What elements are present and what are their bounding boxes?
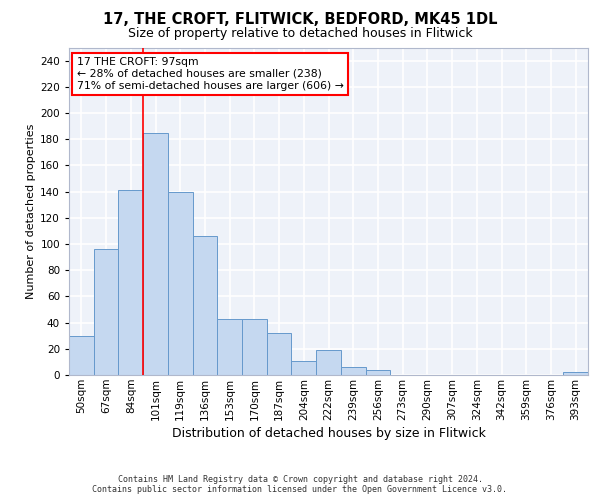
Y-axis label: Number of detached properties: Number of detached properties [26,124,36,299]
Bar [316,350,341,375]
Text: Size of property relative to detached houses in Flitwick: Size of property relative to detached ho… [128,28,472,40]
Bar [365,370,390,375]
Text: 17 THE CROFT: 97sqm
← 28% of detached houses are smaller (238)
71% of semi-detac: 17 THE CROFT: 97sqm ← 28% of detached ho… [77,58,344,90]
Bar [267,333,292,375]
Bar [193,236,217,375]
Bar [143,132,168,375]
X-axis label: Distribution of detached houses by size in Flitwick: Distribution of detached houses by size … [172,427,485,440]
Bar [94,249,118,375]
Bar [168,192,193,375]
Bar [242,318,267,375]
Bar [69,336,94,375]
Bar [217,318,242,375]
Text: 17, THE CROFT, FLITWICK, BEDFORD, MK45 1DL: 17, THE CROFT, FLITWICK, BEDFORD, MK45 1… [103,12,497,28]
Bar [292,360,316,375]
Bar [341,367,365,375]
Bar [563,372,588,375]
Text: Contains HM Land Registry data © Crown copyright and database right 2024.
Contai: Contains HM Land Registry data © Crown c… [92,474,508,494]
Bar [118,190,143,375]
